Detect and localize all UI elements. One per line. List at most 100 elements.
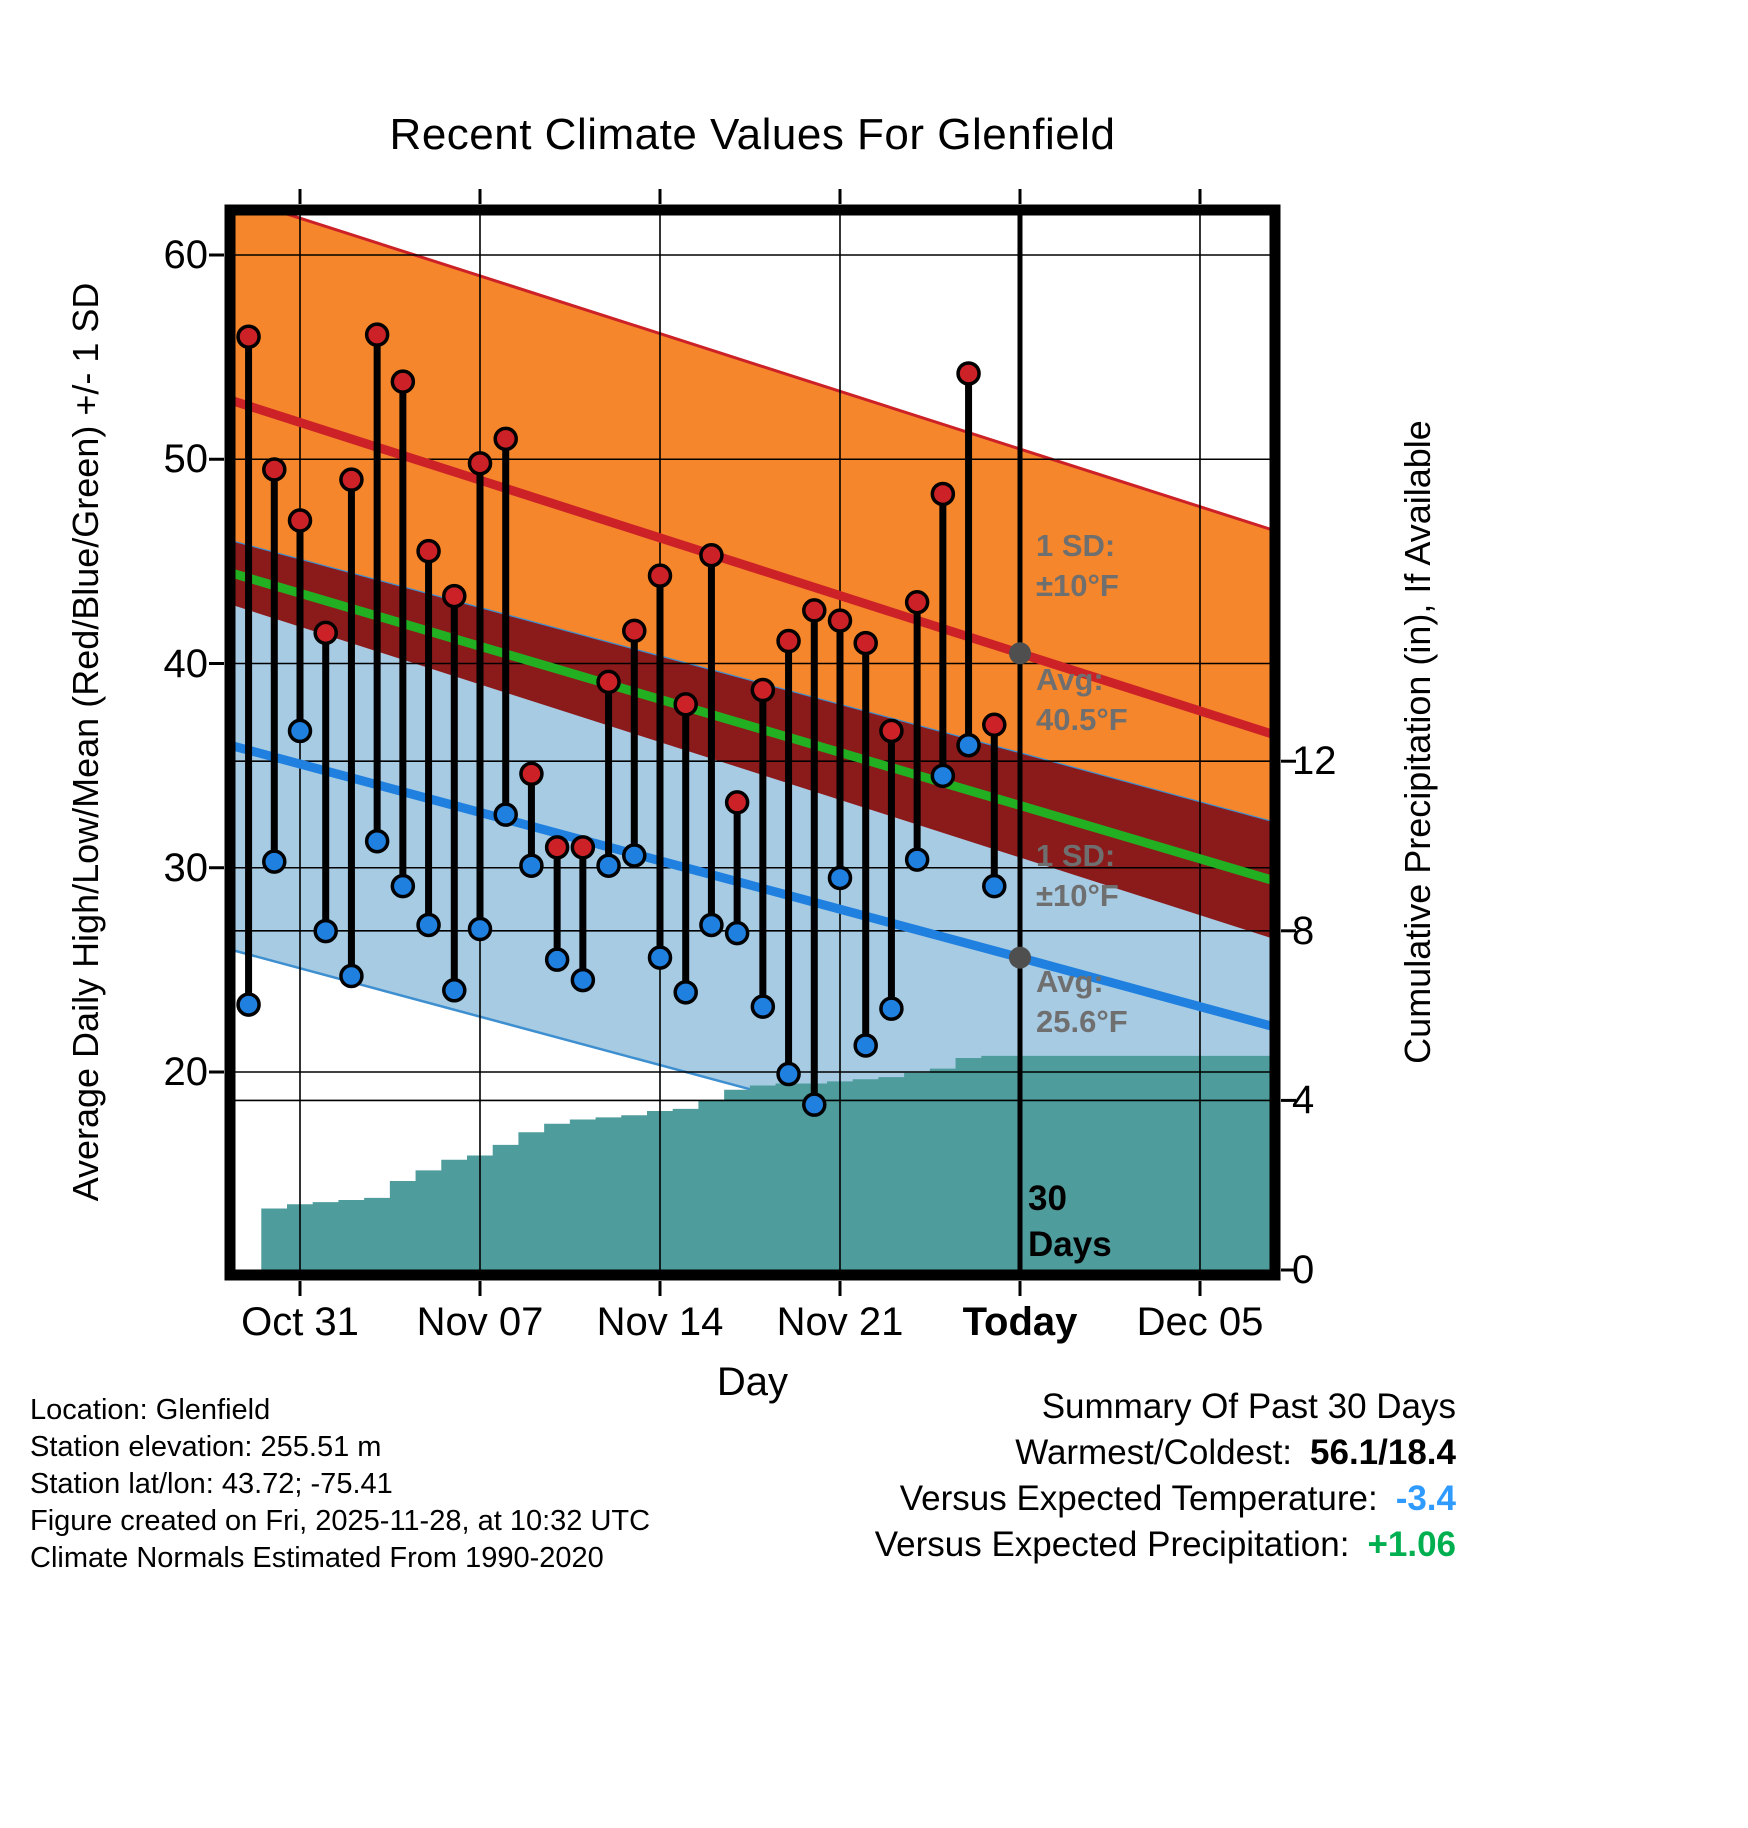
daily-high-dot (596, 669, 621, 695)
cumulative-precip-area (235, 1055, 1270, 1270)
daily-low-dot (853, 1033, 878, 1058)
daily-high-dot (287, 508, 313, 533)
daily-low-dot (827, 865, 853, 891)
daily-high-dot (622, 618, 647, 644)
daily-low-dot (287, 718, 313, 744)
daily-low-dot (262, 849, 287, 874)
station-location: Location: Glenfield (30, 1394, 271, 1426)
daily-low-dot (544, 947, 570, 972)
daily-low-dot (776, 1061, 801, 1087)
daily-high-dot (493, 426, 518, 452)
y-tick-precip-12: 12 (1292, 739, 1337, 784)
daily-low-dot (622, 843, 647, 868)
daily-low-dot (519, 853, 544, 878)
daily-low-dot (673, 980, 698, 1005)
vs-temp-value: -3.4 (1395, 1479, 1456, 1518)
daily-high-dot (519, 761, 544, 787)
band-overlap-region (235, 542, 1270, 938)
daily-low-dot (416, 912, 441, 938)
daily-high-dot (827, 608, 853, 633)
avg-low-marker-dot (1008, 946, 1031, 969)
daily-low-dot (570, 967, 596, 993)
daily-low-dot (364, 828, 390, 854)
annotation-low-avg: Avg: 25.6°F (1036, 964, 1128, 1039)
daily-high-dot (570, 835, 596, 860)
daily-high-dot (802, 598, 827, 623)
plot-border (224, 204, 1281, 1281)
daily-low-dot (879, 996, 904, 1021)
daily-high-dot (313, 620, 338, 646)
daily-high-dot (647, 563, 673, 588)
y-tick-temp-60: 60 (163, 233, 209, 277)
daily-high-dot (262, 457, 287, 482)
y-tick-precip-0: 0 (1292, 1248, 1315, 1292)
summary-warmest-coldest: Warmest/Coldest: 56.1/18.4 (875, 1430, 1456, 1476)
daily-high-dot (236, 324, 261, 349)
x-tick-nov-14: Nov 14 (596, 1300, 724, 1344)
x-tick-oct-31: Oct 31 (241, 1300, 359, 1344)
daily-low-dot (750, 994, 776, 1019)
x-tick-dec-05: Dec 05 (1136, 1300, 1264, 1344)
daily-high-dot (339, 467, 364, 492)
annotation-high-sd: 1 SD: ±10°F (1036, 528, 1119, 603)
summary-title: Summary Of Past 30 Days (1041, 1387, 1456, 1426)
daily-high-dot (467, 451, 493, 476)
station-latlon: Station lat/lon: 43.72; -75.41 (30, 1468, 393, 1500)
daily-high-dot (930, 481, 956, 507)
daily-low-dot (390, 873, 416, 899)
y-tick-precip-8: 8 (1292, 908, 1315, 953)
daily-high-dot (544, 835, 570, 860)
daily-low-dot (956, 732, 981, 758)
daily-high-dot (982, 712, 1007, 738)
daily-low-dot (904, 847, 930, 872)
daily-low-dot (647, 945, 673, 970)
y-tick-temp-50: 50 (163, 437, 209, 482)
station-info: Location: Glenfield Station elevation: 2… (30, 1392, 650, 1577)
daily-low-dot (313, 918, 338, 944)
daily-low-dot (982, 873, 1007, 899)
chart-title: Recent Climate Values For Glenfield (389, 110, 1116, 159)
daily-high-dot (699, 542, 724, 568)
warmest-coldest-label: Warmest/Coldest: (1015, 1433, 1293, 1472)
daily-high-dot (673, 692, 698, 717)
y-tick-precip-4: 4 (1292, 1078, 1315, 1123)
annotation-high-avg: Avg: 40.5°F (1036, 662, 1128, 737)
right-axis-label: Cumulative Precipitation (in), If Availa… (1397, 420, 1438, 1064)
normals-note: Climate Normals Estimated From 1990-2020 (30, 1542, 604, 1574)
x-tick-nov-21: Nov 21 (776, 1300, 904, 1344)
daily-high-dot (442, 583, 467, 609)
daily-high-dot (776, 628, 801, 654)
daily-low-dot (339, 963, 364, 989)
daily-high-dot (853, 630, 878, 656)
daily-high-dot (416, 538, 441, 564)
daily-low-dot (802, 1092, 827, 1117)
x-axis-label: Day (716, 1360, 789, 1404)
annotation-low-sd: 1 SD: ±10°F (1036, 838, 1119, 913)
daily-high-dot (904, 589, 930, 615)
summary-vs-temp: Versus Expected Temperature: -3.4 (875, 1476, 1456, 1522)
daily-high-dot (390, 369, 416, 394)
y-tick-temp-30: 30 (163, 845, 209, 890)
avg-high-marker-dot (1008, 642, 1031, 665)
daily-high-dot (956, 361, 981, 386)
y-tick-temp-20: 20 (163, 1050, 209, 1094)
y-tick-temp-40: 40 (163, 641, 209, 686)
daily-low-dot (930, 763, 956, 789)
daily-low-dot (699, 912, 724, 938)
station-elevation: Station elevation: 255.51 m (30, 1431, 382, 1463)
vs-temp-label: Versus Expected Temperature: (899, 1479, 1378, 1518)
x-tick-nov-07: Nov 07 (416, 1300, 544, 1344)
daily-low-dot (724, 920, 750, 946)
daily-low-dot (467, 916, 493, 942)
daily-low-dot (493, 802, 518, 827)
x-tick-today: Today (962, 1300, 1078, 1344)
today-30days-label: 30 Days (1028, 1179, 1112, 1264)
summary-vs-precip: Versus Expected Precipitation: +1.06 (875, 1522, 1456, 1568)
warmest-coldest-value: 56.1/18.4 (1310, 1433, 1456, 1472)
figure-created: Figure created on Fri, 2025-11-28, at 10… (30, 1505, 651, 1537)
vs-precip-value: +1.06 (1367, 1525, 1456, 1564)
vs-precip-label: Versus Expected Precipitation: (874, 1525, 1350, 1564)
daily-low-dot (596, 853, 621, 878)
